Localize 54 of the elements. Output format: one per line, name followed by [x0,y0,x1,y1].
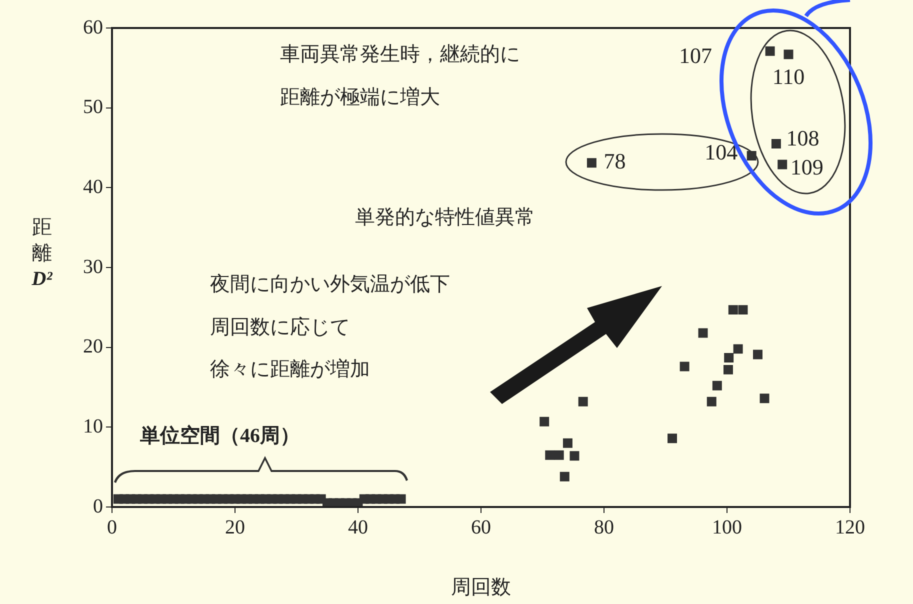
y-tick-label: 30 [83,256,103,278]
annotation: 108 [786,126,820,151]
point [753,350,762,360]
annotation: 107 [679,42,712,68]
y-tick-label: 40 [83,176,103,198]
y-tick-label: 10 [83,415,103,438]
x-tick-label: 20 [225,516,245,538]
point [562,438,572,448]
annotation: 78 [604,148,626,174]
point [540,416,550,426]
x-tick-label: 60 [471,516,491,538]
y-tick-label: 20 [83,336,103,358]
point [765,46,775,56]
point [586,158,596,168]
y-tick-label: 60 [83,16,103,38]
point [723,364,733,374]
point [771,139,781,148]
annotation: 104 [704,140,738,165]
y-axis-title: 距離D² [30,216,54,290]
annotation: 夜間に向かい外気温が低下 [210,273,450,296]
annotation: 110 [772,64,805,90]
annotation: 徐々に距離が増加 [210,357,370,380]
x-tick-label: 100 [712,516,742,538]
x-tick-label: 80 [594,516,614,538]
annotation: 車両異常発生時，継続的に [280,43,520,66]
annotation: 109 [790,154,824,180]
point [712,380,722,390]
point [738,305,748,315]
annotation: 単位空間（46周） [139,424,300,448]
point [668,434,678,444]
x-tick-label: 120 [835,516,865,538]
point [760,394,770,404]
point [728,305,738,315]
point [698,328,708,338]
point [578,396,588,406]
point [570,451,580,461]
y-tick-label: 50 [83,96,103,118]
annotation: 距離が極端に増大 [280,85,440,108]
point [680,362,690,372]
point [724,352,734,362]
point [545,450,555,460]
point [554,450,564,460]
annotation: 周回数に応じて [210,315,350,338]
point [706,396,716,406]
point [784,50,794,60]
point [778,160,788,170]
x-tick-label: 0 [107,516,117,538]
point [396,494,406,504]
y-tick-label: 0 [93,495,103,518]
x-axis-title: 周回数 [451,576,511,598]
point [560,472,570,482]
annotation: 単発的な特性値異常 [355,206,535,228]
point [733,344,743,354]
x-tick-label: 40 [348,516,368,538]
